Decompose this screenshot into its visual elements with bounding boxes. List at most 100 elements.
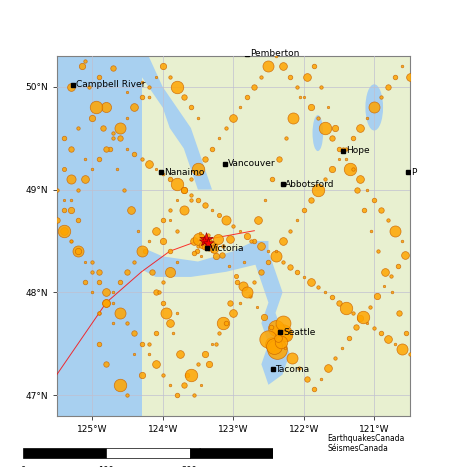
- Point: [370, 325, 378, 332]
- Point: [92, 104, 99, 111]
- Text: Vancouver: Vancouver: [228, 159, 275, 169]
- Point: [198, 241, 206, 249]
- Point: [124, 391, 131, 399]
- Point: [96, 155, 103, 163]
- Point: [275, 155, 283, 163]
- Point: [81, 155, 89, 163]
- Point: [399, 345, 406, 353]
- Point: [106, 145, 113, 152]
- Point: [349, 165, 357, 173]
- Point: [300, 93, 307, 101]
- Point: [385, 335, 392, 342]
- Text: EarthquakesCanada
SéismesCanada: EarthquakesCanada SéismesCanada: [328, 433, 405, 453]
- Point: [237, 299, 244, 306]
- Point: [272, 248, 279, 255]
- Point: [367, 227, 374, 234]
- Point: [279, 319, 286, 327]
- Point: [251, 278, 258, 286]
- Point: [343, 155, 350, 163]
- Point: [81, 258, 89, 265]
- Point: [134, 227, 142, 234]
- Point: [191, 237, 198, 245]
- Point: [247, 293, 254, 300]
- Point: [381, 268, 389, 276]
- Point: [237, 104, 244, 111]
- Point: [89, 268, 96, 276]
- Point: [152, 361, 159, 368]
- Point: [307, 104, 314, 111]
- Point: [131, 350, 138, 358]
- Point: [74, 248, 81, 255]
- Text: Tacoma: Tacoma: [276, 365, 310, 374]
- Point: [205, 237, 212, 245]
- Point: [166, 206, 173, 214]
- Point: [53, 186, 61, 193]
- Ellipse shape: [313, 115, 323, 151]
- Point: [374, 248, 381, 255]
- Point: [394, 262, 402, 269]
- Point: [159, 63, 167, 70]
- Point: [200, 239, 207, 247]
- Point: [166, 381, 173, 389]
- Point: [103, 361, 110, 368]
- Point: [303, 73, 311, 80]
- Point: [222, 319, 230, 327]
- Point: [131, 330, 138, 337]
- Point: [96, 278, 103, 286]
- Point: [388, 272, 395, 280]
- Point: [353, 186, 360, 193]
- Point: [81, 176, 89, 183]
- Point: [152, 165, 159, 173]
- Point: [173, 181, 180, 188]
- Point: [89, 114, 96, 121]
- Point: [60, 165, 67, 173]
- Point: [216, 212, 223, 219]
- Ellipse shape: [365, 85, 383, 131]
- Point: [201, 350, 208, 358]
- Text: Campbell River: Campbell River: [76, 80, 145, 89]
- Point: [159, 237, 167, 245]
- Point: [152, 73, 159, 80]
- Point: [300, 273, 307, 281]
- Text: Nanaimo: Nanaimo: [164, 168, 204, 177]
- Point: [364, 186, 371, 193]
- Point: [343, 145, 350, 152]
- Point: [103, 299, 110, 306]
- Point: [152, 289, 159, 296]
- Point: [321, 176, 329, 183]
- Point: [251, 237, 258, 245]
- Point: [173, 258, 180, 265]
- Point: [219, 319, 226, 327]
- Point: [116, 309, 124, 317]
- Point: [303, 375, 310, 382]
- Point: [296, 365, 303, 372]
- Point: [268, 340, 276, 347]
- Point: [380, 283, 388, 290]
- Point: [239, 283, 247, 290]
- Point: [311, 63, 318, 70]
- Point: [218, 252, 226, 259]
- Point: [96, 309, 103, 317]
- Point: [205, 246, 212, 253]
- Point: [166, 176, 173, 183]
- Point: [283, 332, 290, 339]
- Point: [187, 371, 195, 378]
- Point: [399, 237, 406, 245]
- Point: [378, 330, 385, 337]
- Point: [67, 83, 75, 91]
- Point: [156, 289, 163, 296]
- Point: [173, 196, 180, 204]
- Point: [131, 150, 138, 157]
- Point: [116, 124, 124, 132]
- Point: [187, 196, 195, 204]
- Point: [138, 155, 145, 163]
- Point: [293, 217, 300, 224]
- Point: [212, 253, 219, 260]
- Text: 100: 100: [98, 466, 114, 467]
- Point: [67, 196, 75, 204]
- Point: [152, 330, 159, 337]
- Point: [131, 104, 138, 111]
- Point: [297, 93, 304, 101]
- Point: [145, 340, 152, 347]
- Point: [194, 114, 202, 121]
